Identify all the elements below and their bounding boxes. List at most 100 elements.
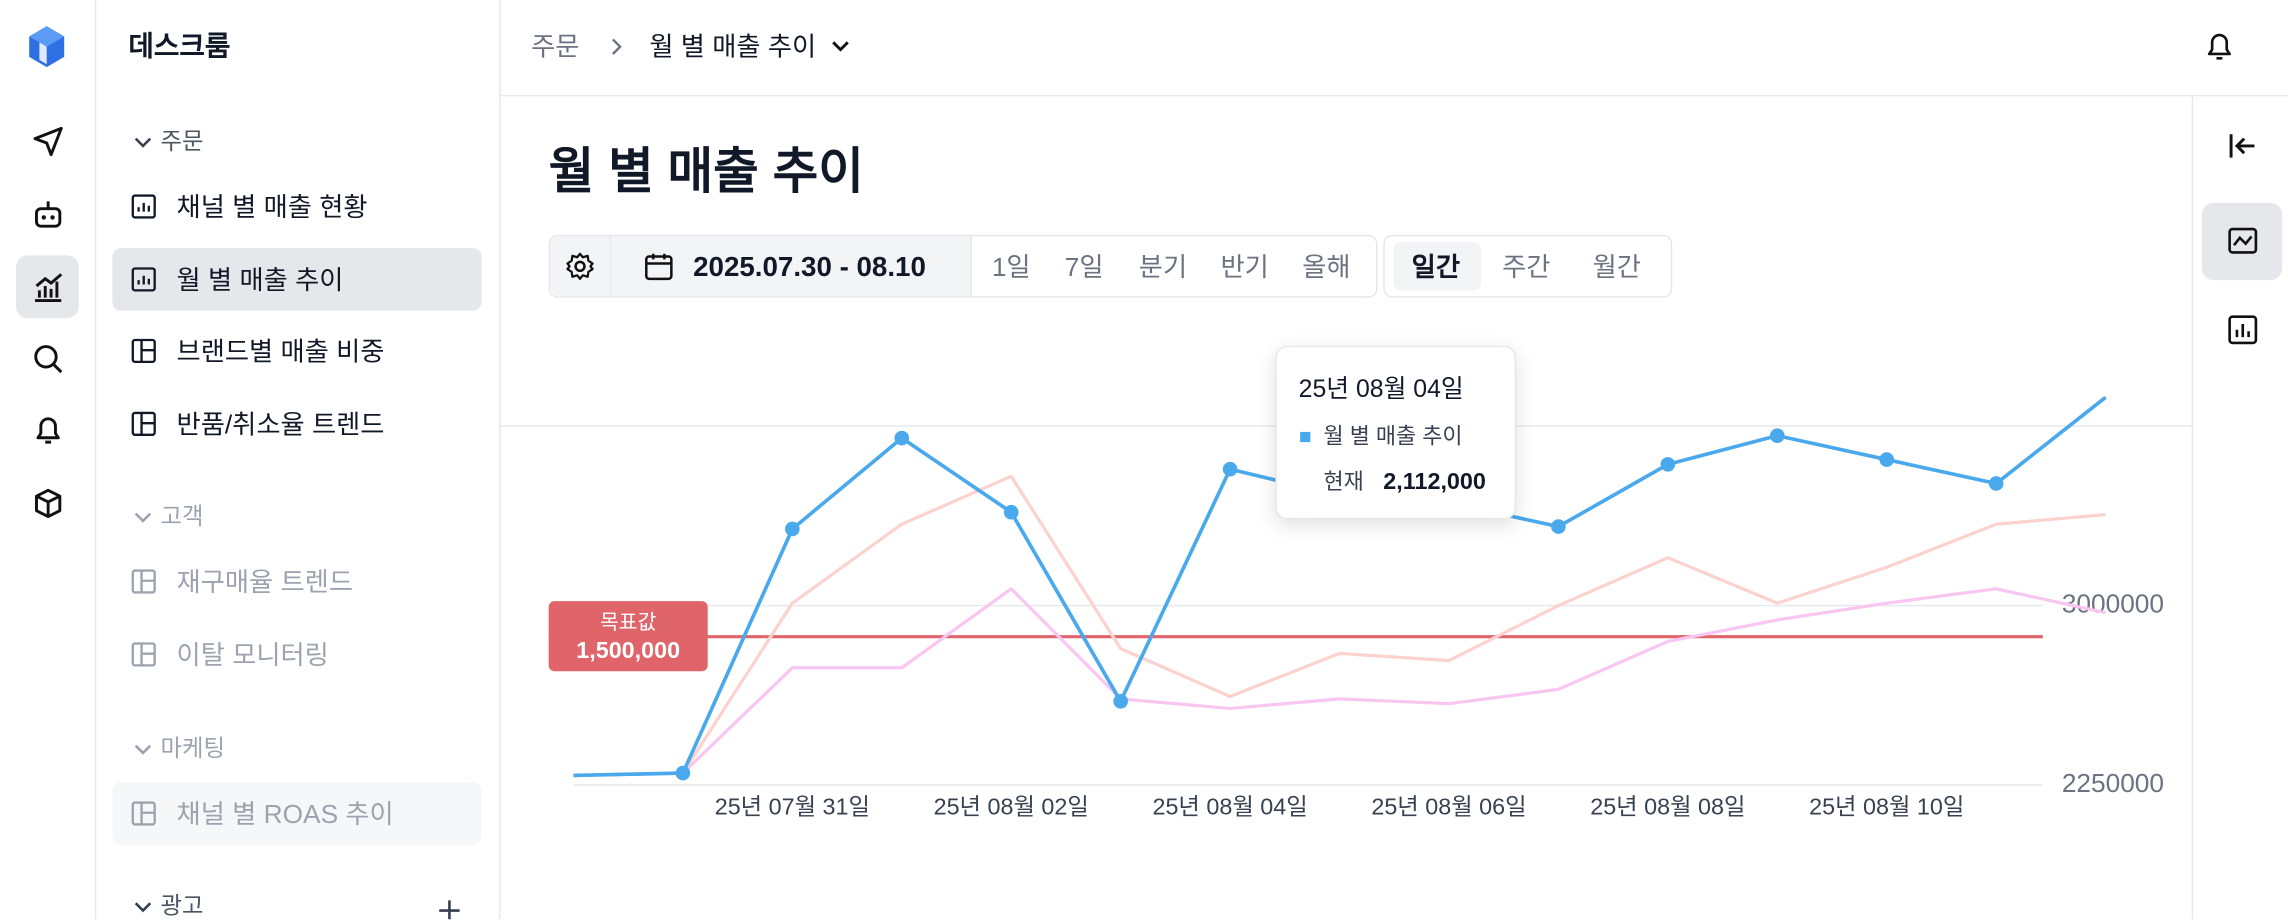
top-bar: 주문 월 별 매출 추이 — [500, 0, 2288, 97]
nav-item[interactable]: 채널 별 ROAS 추이 — [112, 782, 482, 845]
interval-toolbar — [1383, 234, 1673, 298]
target-text: 1,500,000 — [576, 639, 681, 665]
nav-box[interactable] — [32, 487, 64, 519]
nav-item[interactable]: 채널 별 매출 현황 — [112, 175, 481, 238]
nav-send[interactable] — [32, 125, 64, 157]
series-point — [1879, 452, 1895, 467]
nav-item[interactable]: 이탈 모니터링 — [112, 622, 481, 685]
y-tick-label: 3000000 — [2062, 588, 2164, 618]
preset-option[interactable]: 올해 — [1302, 252, 1351, 282]
section-toggle[interactable] — [134, 900, 152, 915]
panel-trend[interactable] — [2227, 225, 2259, 257]
collapse-panel[interactable] — [2227, 130, 2259, 162]
series-line — [573, 474, 2106, 778]
preset-option[interactable]: 분기 — [1138, 252, 1188, 282]
icon-inner — [140, 412, 155, 435]
icon-frame — [131, 266, 156, 291]
interval-option[interactable]: 일간 — [1411, 252, 1461, 282]
section-title: 고객 — [160, 504, 204, 530]
x-tick-label: 25년 08월 08일 — [1590, 794, 1745, 820]
nav-item-icon — [131, 338, 156, 364]
nav-item-label: 재구매율 트렌드 — [176, 567, 354, 597]
series-point — [1660, 457, 1676, 472]
add-button[interactable] — [438, 899, 461, 920]
icon-inner — [140, 802, 155, 825]
nav-item[interactable]: 반품/취소율 트렌드 — [112, 392, 481, 455]
series-point — [1988, 476, 2004, 491]
section-toggle[interactable] — [134, 743, 152, 758]
series-point — [1769, 428, 1785, 443]
series-line — [573, 587, 2106, 778]
preset-option[interactable]: 7일 — [1064, 252, 1104, 282]
panel-report[interactable] — [2227, 314, 2259, 346]
icon-inner — [140, 339, 155, 362]
icon-frame — [131, 194, 156, 219]
series-point — [1113, 693, 1128, 709]
nav-item-label: 채널 별 매출 현황 — [176, 192, 368, 222]
date-range: 2025.07.30 - 08.10 — [693, 252, 926, 284]
x-tick-label: 25년 08월 02일 — [934, 794, 1089, 820]
nav-bell[interactable] — [32, 414, 64, 446]
nav-item-label: 이탈 모니터링 — [176, 639, 329, 670]
page-title: 월 별 매출 추이 — [548, 144, 864, 200]
nav-active-bg — [16, 255, 79, 319]
interval-active-bg — [1393, 242, 1482, 291]
settings-button[interactable] — [550, 236, 612, 297]
tooltip-swatch — [1300, 431, 1311, 443]
nav-item-label: 반품/취소율 트렌드 — [176, 409, 385, 439]
breadcrumb-current[interactable]: 월 별 매출 추이 — [649, 32, 817, 62]
nav-item[interactable]: 재구매율 트렌드 — [112, 550, 481, 613]
series-point — [1551, 519, 1566, 534]
breadcrumb-parent[interactable]: 주문 — [531, 32, 580, 62]
x-tick-label: 25년 08월 06일 — [1371, 794, 1526, 820]
notifications[interactable] — [2203, 31, 2235, 63]
section-title: 광고 — [160, 894, 204, 920]
interval-option[interactable]: 월간 — [1592, 252, 1641, 282]
icon-inner — [137, 202, 151, 212]
chevron — [134, 744, 152, 755]
nav-item-icon — [131, 569, 156, 594]
preset-option[interactable]: 1일 — [991, 252, 1031, 282]
preset-option[interactable]: 반기 — [1220, 252, 1269, 282]
section-toggle[interactable] — [134, 511, 152, 526]
nav-bot[interactable] — [32, 198, 64, 230]
section-toggle[interactable] — [134, 136, 152, 151]
breadcrumb-separator — [612, 38, 622, 55]
breadcrumb-dropdown[interactable] — [830, 38, 850, 56]
target-badge: 목표값 1,500,000 — [548, 601, 708, 672]
logo — [29, 26, 65, 68]
nav-item-icon — [131, 194, 156, 219]
chevron — [134, 137, 152, 148]
nav-chart[interactable] — [32, 271, 64, 303]
section-title: 주문 — [160, 129, 204, 155]
nav-item-label: 채널 별 ROAS 추이 — [176, 799, 394, 829]
nav-item[interactable]: 월 별 매출 추이 — [112, 247, 482, 311]
icon-inner — [140, 570, 155, 593]
nav-item-icon — [131, 801, 156, 826]
icon-rail — [0, 0, 97, 920]
series-point — [1003, 504, 1019, 520]
chevron — [134, 902, 152, 913]
date-range-picker[interactable]: 2025.07.30 - 08.10 — [611, 236, 972, 297]
right-rail — [2191, 96, 2288, 920]
series-point — [675, 765, 691, 781]
nav-search[interactable] — [32, 343, 64, 375]
series-point — [1222, 461, 1238, 477]
target-label: 목표값 — [599, 610, 657, 634]
y-tick-label: 2250000 — [2062, 768, 2164, 798]
interval-option[interactable]: 주간 — [1502, 252, 1551, 282]
nav-item-label: 월 별 매출 추이 — [176, 264, 344, 295]
tooltip-value: 2,112,000 — [1383, 469, 1486, 495]
icon-inner — [137, 275, 151, 284]
series-point — [785, 521, 800, 537]
x-tick-label: 25년 08월 10일 — [1809, 794, 1964, 820]
app-name: 데스크룸 — [128, 32, 231, 63]
tooltip: 25년 08월 04일 월 별 매출 추이 현재 2,112,000 — [1275, 345, 1517, 520]
nav-item-icon — [131, 641, 156, 666]
icon-inner — [140, 642, 155, 665]
nav-item[interactable]: 브랜드별 매출 비중 — [112, 320, 481, 383]
